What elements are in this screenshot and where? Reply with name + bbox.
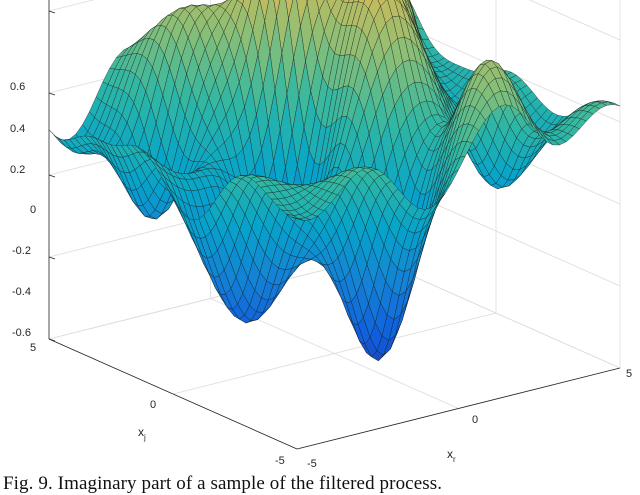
xj-tick-label: -5: [275, 455, 285, 467]
grid-line: [48, 174, 56, 178]
z-tick-label: -0.6: [12, 327, 31, 339]
xj-axis-label: xj: [138, 425, 146, 442]
grid-line: [528, 0, 621, 41]
figure-caption: Fig. 9. Imaginary part of a sample of th…: [3, 473, 443, 494]
surface-plot: 0.6 0.4 0.2 0 -0.2 -0.4 -0.6 5 0 -5 -5 0…: [10, 0, 632, 470]
surface-patch: [273, 0, 281, 17]
xr-axis-label: xr: [447, 447, 456, 464]
z-tick-label: -0.4: [12, 286, 31, 298]
grid-line: [48, 338, 56, 342]
xr-tick-label: 5: [626, 368, 632, 380]
grid-line: [296, 367, 621, 450]
z-tick-label: 0: [30, 204, 36, 216]
z-tick-label: 0.4: [10, 123, 25, 135]
grid-line: [172, 312, 497, 395]
xj-tick-label: 0: [150, 399, 156, 411]
xj-tick-label: 5: [30, 342, 36, 354]
xr-tick-label: 0: [472, 414, 478, 426]
grid-line: [48, 257, 373, 340]
xr-tick-label: -5: [307, 458, 317, 470]
z-tick-label: 0.6: [10, 81, 25, 93]
surface-patch: [285, 0, 294, 19]
grid-line: [48, 10, 56, 14]
grid-line: [48, 92, 56, 96]
surface-patch: [291, 216, 304, 221]
z-tick-label: -0.2: [12, 245, 31, 257]
z-tick-label: 0.2: [10, 164, 25, 176]
surface-mesh: [48, 0, 621, 362]
grid-line: [48, 338, 298, 450]
grid-line: [48, 256, 56, 260]
